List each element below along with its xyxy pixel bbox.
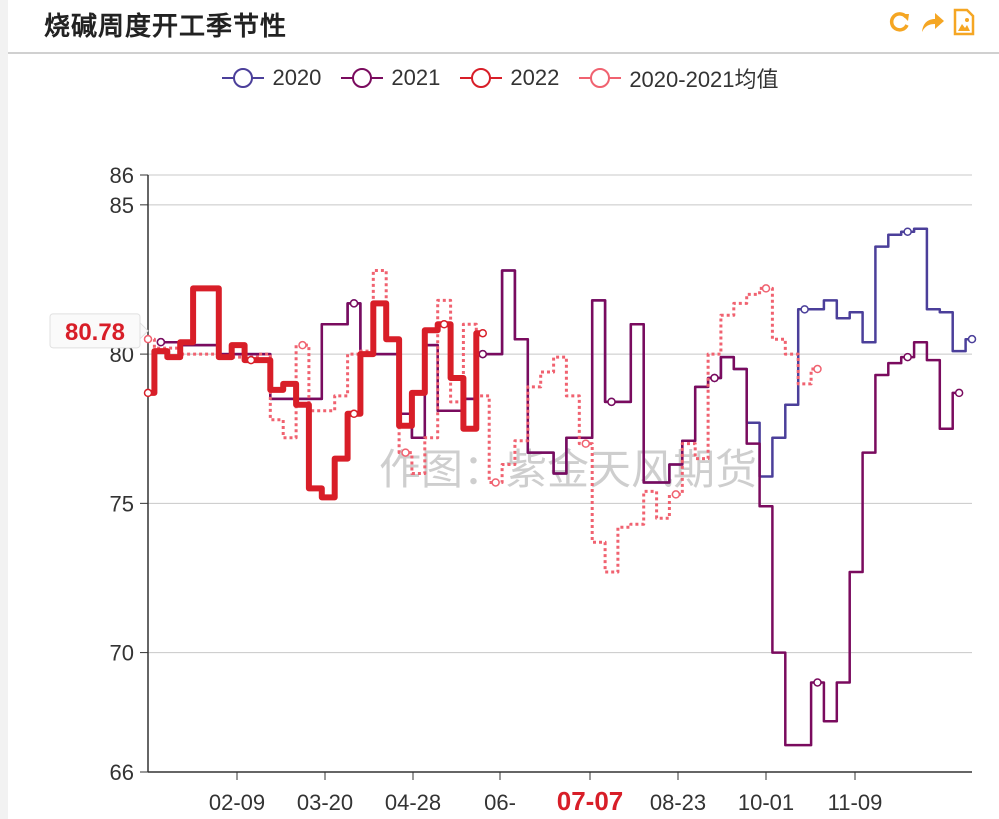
- data-point[interactable]: [903, 227, 912, 236]
- data-point[interactable]: [143, 388, 153, 398]
- legend-label: 2022: [510, 65, 560, 90]
- legend-marker-icon: [222, 68, 265, 88]
- y-tick-label: 86: [110, 163, 134, 188]
- series-line-2020-2021均值[interactable]: [148, 269, 818, 574]
- x-tick-label: 04-28: [385, 790, 441, 815]
- legend-item[interactable]: 2020: [220, 62, 321, 94]
- data-point[interactable]: [813, 364, 822, 374]
- data-point[interactable]: [671, 490, 681, 499]
- data-point[interactable]: [401, 448, 410, 457]
- series-line-2021[interactable]: [160, 269, 960, 747]
- watermark: 作图：紫金天风期货: [379, 445, 757, 494]
- data-point[interactable]: [967, 334, 977, 344]
- legend-marker-icon: [341, 68, 384, 88]
- legend-marker-icon: [460, 68, 503, 88]
- legend-label: 2020-2021均值: [629, 67, 779, 92]
- data-point[interactable]: [478, 328, 487, 338]
- data-point[interactable]: [954, 388, 964, 398]
- data-point[interactable]: [349, 299, 359, 308]
- legend-item[interactable]: 2021: [339, 62, 440, 94]
- refresh-icon[interactable]: [887, 8, 913, 36]
- legend-item[interactable]: 2020-2021均值: [577, 62, 779, 94]
- chart-title: 烧碱周度开工季节性: [44, 12, 288, 42]
- x-tick-label: 07-07: [557, 786, 624, 816]
- data-point[interactable]: [581, 439, 590, 448]
- tooltip-pointer: [139, 321, 149, 341]
- data-point[interactable]: [607, 397, 616, 407]
- data-point[interactable]: [439, 320, 449, 329]
- data-point[interactable]: [491, 478, 500, 487]
- chart-legend: 2020 2021 2022 2020-2021均值: [0, 62, 999, 94]
- data-point[interactable]: [761, 284, 771, 293]
- data-point[interactable]: [478, 349, 487, 359]
- data-point[interactable]: [143, 334, 153, 344]
- legend-marker-icon: [579, 68, 622, 88]
- legend-label: 2021: [391, 65, 441, 90]
- y-tick-label: 70: [110, 641, 134, 666]
- x-tick-label: 06-: [484, 790, 516, 815]
- x-tick-label: 08-23: [650, 790, 706, 815]
- data-point[interactable]: [710, 373, 719, 383]
- series-line-2022[interactable]: [148, 285, 483, 501]
- save-image-icon[interactable]: [951, 8, 977, 36]
- data-point[interactable]: [813, 678, 822, 687]
- y-tick-label: 85: [110, 193, 134, 218]
- data-point[interactable]: [156, 337, 166, 347]
- tooltip-value: 80.78: [65, 319, 125, 346]
- chart-header: 烧碱周度开工季节性: [8, 0, 999, 54]
- x-tick-label: 02-09: [209, 790, 265, 815]
- legend-label: 2020: [272, 65, 322, 90]
- legend-item[interactable]: 2022: [458, 62, 559, 94]
- data-point[interactable]: [246, 355, 256, 365]
- share-icon[interactable]: [919, 8, 945, 36]
- x-tick-label: 03-20: [297, 790, 353, 815]
- x-tick-label: 10-01: [738, 790, 794, 815]
- y-tick-label: 66: [110, 760, 134, 785]
- chart-toolbar: [887, 8, 977, 36]
- left-panel-strip: [0, 0, 8, 819]
- data-point[interactable]: [349, 409, 359, 419]
- data-point[interactable]: [903, 352, 912, 362]
- data-point[interactable]: [800, 305, 809, 314]
- x-tick-label: 11-09: [828, 790, 883, 815]
- y-tick-label: 75: [110, 491, 134, 516]
- data-point[interactable]: [298, 340, 307, 350]
